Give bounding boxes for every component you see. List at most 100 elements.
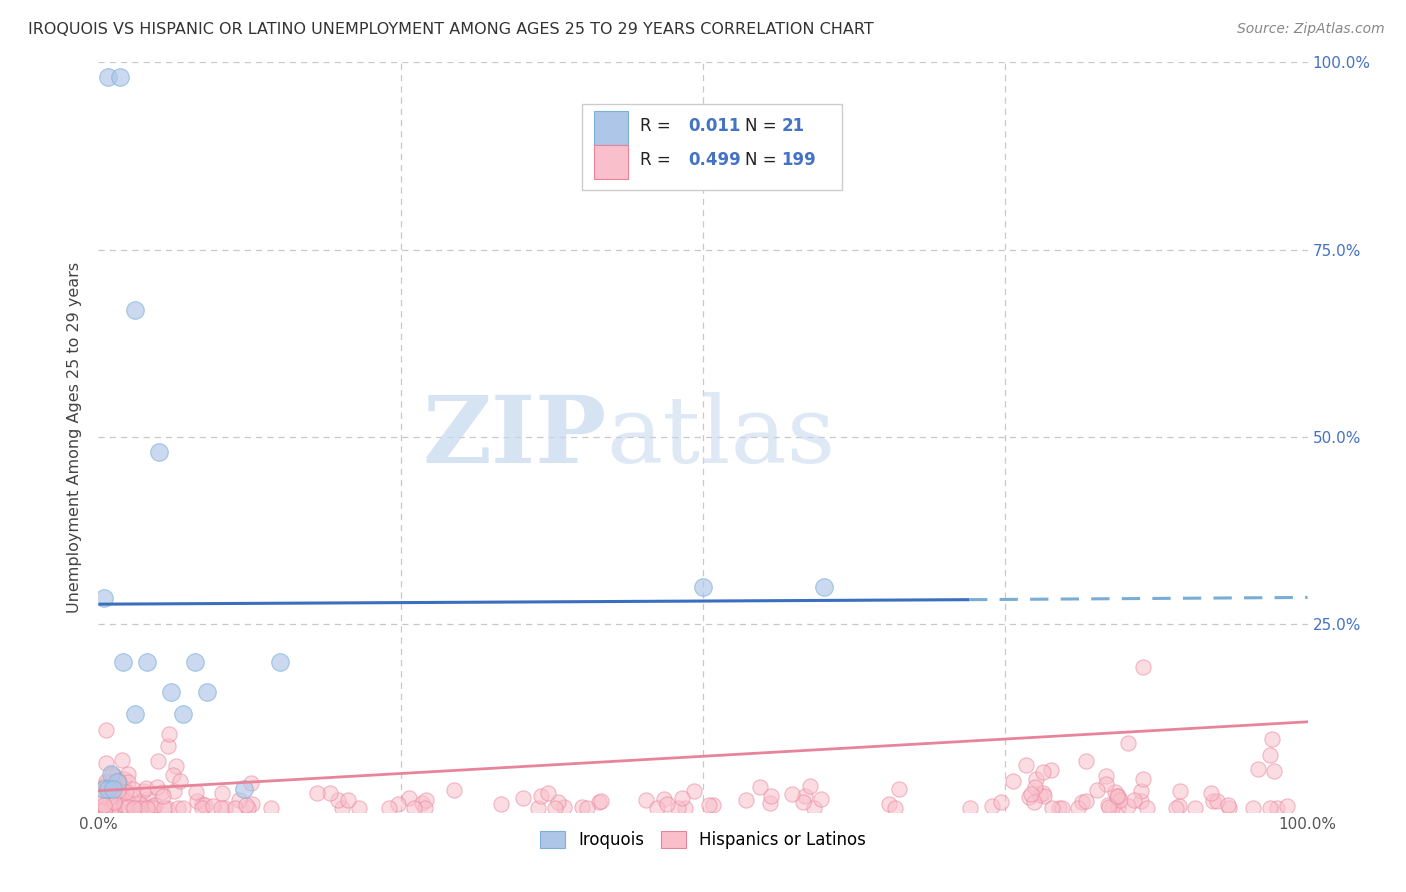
Point (103, 778, 125, 792)
Point (792, 795, 814, 809)
Point (111, 655, 134, 669)
Point (166, 801, 188, 815)
Point (1202, 794, 1225, 808)
Point (145, 780, 167, 794)
Point (114, 792, 136, 806)
Point (758, 796, 780, 810)
Point (162, 767, 184, 781)
Text: 21: 21 (782, 117, 804, 135)
Text: Source: ZipAtlas.com: Source: ZipAtlas.com (1237, 22, 1385, 37)
Point (172, 707, 194, 722)
Point (194, 798, 217, 813)
Point (1070, 796, 1092, 810)
Point (1258, 801, 1281, 815)
Point (959, 801, 981, 815)
Point (269, 655, 291, 669)
Point (202, 799, 225, 814)
Point (135, 780, 157, 795)
Point (124, 302, 146, 317)
Point (1032, 765, 1054, 780)
Point (112, 797, 135, 812)
Bar (595, 145, 628, 178)
Point (1040, 801, 1063, 815)
Point (112, 772, 135, 787)
Point (93, 797, 115, 812)
Point (1029, 788, 1052, 802)
Point (94, 776, 117, 790)
Point (1116, 736, 1139, 750)
Point (94, 800, 117, 814)
Point (1052, 801, 1074, 815)
Point (93, 801, 115, 815)
Point (1164, 801, 1187, 815)
Point (1097, 797, 1119, 812)
Point (588, 795, 610, 809)
Point (547, 795, 569, 809)
Point (415, 793, 437, 807)
Point (673, 801, 696, 815)
Point (1047, 801, 1070, 815)
Point (146, 754, 169, 768)
Point (121, 789, 143, 804)
Point (235, 798, 257, 813)
Point (793, 789, 815, 804)
Point (307, 786, 329, 800)
Point (114, 785, 136, 799)
Point (90, 789, 112, 803)
Point (141, 799, 163, 814)
Point (184, 655, 207, 669)
Point (1015, 758, 1038, 772)
Point (884, 801, 907, 815)
Point (236, 801, 259, 815)
Point (160, 685, 183, 699)
Point (1122, 793, 1144, 807)
Point (172, 801, 194, 815)
Point (228, 793, 250, 807)
Point (378, 801, 401, 815)
Point (652, 792, 675, 806)
Point (1168, 798, 1191, 813)
Point (142, 801, 165, 815)
Point (537, 786, 560, 800)
Point (156, 739, 179, 754)
Point (411, 796, 433, 810)
Point (97, 791, 120, 805)
Point (1201, 786, 1223, 800)
Point (157, 726, 180, 740)
Point (1130, 784, 1153, 798)
Point (349, 801, 371, 815)
Point (103, 801, 125, 815)
Point (1107, 789, 1129, 804)
Text: R =: R = (640, 117, 671, 135)
Point (634, 793, 657, 807)
Point (150, 785, 173, 799)
Point (97, 70, 120, 85)
Point (127, 801, 149, 815)
Point (90, 796, 112, 810)
Point (1085, 783, 1108, 797)
Point (1066, 801, 1088, 815)
Point (1094, 777, 1116, 791)
Point (330, 801, 353, 815)
Point (810, 791, 832, 805)
Point (527, 801, 550, 815)
Point (887, 781, 910, 796)
Point (143, 797, 166, 812)
Text: atlas: atlas (606, 392, 835, 482)
Point (134, 801, 156, 815)
Point (96, 756, 118, 771)
Point (571, 800, 593, 814)
Point (1275, 798, 1298, 813)
Point (1132, 660, 1154, 674)
Point (124, 801, 146, 815)
Point (782, 787, 804, 801)
Point (105, 798, 128, 813)
Point (94, 801, 117, 815)
Point (184, 785, 207, 799)
Point (1074, 754, 1097, 768)
Point (387, 797, 409, 811)
Point (117, 800, 139, 814)
Point (163, 784, 186, 798)
Point (105, 774, 128, 789)
Point (191, 797, 214, 812)
